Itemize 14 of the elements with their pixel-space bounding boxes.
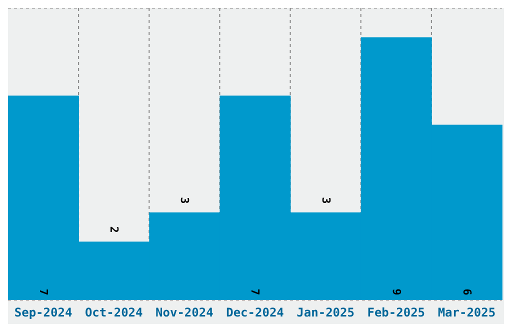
x-tick-label: Oct-2024 [84,306,143,320]
x-tick-label: Jan-2025 [296,306,354,320]
data-label: 7 [37,288,50,296]
data-label: 7 [248,288,262,296]
x-tick-label: Nov-2024 [156,306,214,320]
x-tick-label: Mar-2025 [438,306,496,320]
data-label: 2 [108,226,121,233]
x-tick-label: Feb-2025 [367,306,426,320]
data-label: 9 [390,288,403,296]
data-label: 6 [460,288,474,296]
x-tick-label: Dec-2024 [226,306,284,320]
data-label: 3 [319,197,332,204]
data-label: 3 [178,197,192,204]
x-tick-label: Sep-2024 [14,306,72,320]
